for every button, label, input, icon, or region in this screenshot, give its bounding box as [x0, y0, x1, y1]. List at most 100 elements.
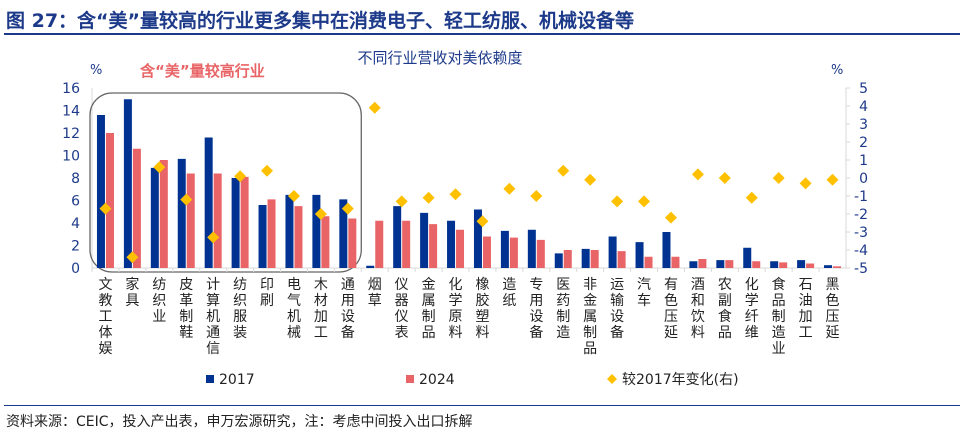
bar-2024 — [429, 224, 438, 268]
change-marker — [638, 195, 651, 208]
change-marker — [584, 173, 597, 186]
left-axis-tick-label: 6 — [71, 194, 80, 210]
left-axis-tick-label: 10 — [62, 149, 80, 165]
x-axis-category-label: 造纸 — [502, 277, 516, 309]
x-axis-category-label: 皮革制鞋 — [179, 277, 193, 341]
left-axis-tick-label: 12 — [62, 126, 80, 142]
x-axis-category-label: 木材加工 — [314, 277, 328, 341]
bar-2017 — [473, 209, 482, 268]
legend-label-2017: 2017 — [219, 372, 255, 388]
bar-2024 — [536, 239, 545, 268]
x-axis-category-label: 通用设备 — [341, 277, 355, 341]
bar-2024 — [752, 261, 761, 268]
bar-2017 — [204, 137, 213, 268]
right-axis-tick-label: -1 — [854, 189, 868, 205]
change-marker — [745, 191, 758, 204]
bar-2024 — [833, 266, 842, 268]
legend-label-change: 较2017年变化(右) — [622, 372, 739, 388]
change-marker — [341, 202, 354, 215]
x-axis-category-label: 石油加工 — [799, 277, 813, 341]
highlight-annotation: 含“美”量较高行业 — [140, 62, 265, 80]
left-axis-tick-label: 2 — [71, 239, 80, 255]
change-marker — [314, 208, 327, 220]
bar-2017 — [393, 206, 402, 268]
change-marker — [449, 188, 462, 201]
bar-2017 — [420, 212, 429, 268]
bar-2017 — [689, 261, 698, 268]
bar-2024 — [186, 173, 195, 268]
bar-2017 — [581, 248, 590, 268]
bar-2024 — [375, 220, 384, 268]
x-axis-category-label: 汽车 — [637, 277, 651, 309]
change-marker — [664, 211, 677, 224]
x-axis-category-label: 电气机械 — [287, 277, 301, 341]
bar-2017 — [500, 230, 509, 268]
change-marker — [368, 101, 381, 114]
x-axis-category-label: 文教工体娱 — [98, 277, 112, 357]
change-marker — [611, 195, 624, 208]
bar-2017 — [231, 178, 240, 268]
change-marker — [476, 215, 489, 228]
legend-swatch-2017 — [206, 375, 214, 383]
x-axis-category-label: 酒和饮料 — [691, 277, 705, 341]
chart-title: 不同行业营收对美依赖度 — [357, 49, 522, 67]
change-marker — [234, 170, 247, 183]
bar-2017 — [150, 167, 159, 268]
bar-2024 — [240, 176, 249, 268]
right-axis-tick-label: 0 — [859, 171, 868, 187]
x-axis-category-label: 金属制品 — [422, 277, 436, 341]
bar-2024 — [617, 251, 626, 268]
change-marker — [772, 172, 785, 184]
right-axis-tick-label: 5 — [859, 81, 868, 97]
bar-2017 — [662, 232, 671, 268]
change-marker — [99, 202, 112, 215]
bar-2024 — [348, 218, 357, 268]
x-axis-category-label: 食品制造业 — [772, 276, 786, 357]
right-axis-tick-label: -3 — [854, 225, 868, 241]
bar-2024 — [671, 256, 680, 268]
figure-title: 图 27：含“美”量较高的行业更多集中在消费电子、轻工纺服、机械设备等 — [6, 10, 635, 32]
bar-2024 — [402, 220, 411, 268]
bar-2017 — [366, 265, 375, 268]
footer-divider — [4, 405, 960, 406]
bar-2017 — [770, 261, 779, 268]
bar-2024 — [132, 148, 141, 268]
bar-2024 — [213, 173, 222, 268]
bar-2017 — [447, 220, 456, 268]
change-marker — [207, 231, 220, 244]
bar-2017 — [96, 115, 105, 268]
change-marker — [530, 190, 543, 202]
bar-2017 — [608, 236, 617, 268]
bar-2024 — [725, 260, 734, 268]
x-axis-category-label: 家具 — [125, 276, 139, 309]
x-axis-category-label: 烟草 — [368, 277, 382, 309]
bar-2024 — [806, 263, 815, 268]
bar-2017 — [258, 205, 267, 268]
left-axis-tick-label: 0 — [71, 261, 80, 277]
x-axis-category-label: 化学原料 — [449, 277, 463, 341]
change-marker — [826, 173, 839, 186]
bar-2024 — [698, 259, 707, 268]
right-axis-tick-label: 2 — [859, 135, 868, 151]
change-marker — [395, 195, 408, 208]
change-marker — [180, 193, 193, 206]
bar-2024 — [456, 229, 465, 268]
x-axis-category-label: 纺织业 — [152, 277, 166, 325]
bar-2024 — [267, 199, 276, 268]
x-axis-category-label: 运输设备 — [610, 277, 624, 341]
title-divider — [4, 33, 960, 35]
x-axis-category-label: 非金属制品 — [583, 277, 597, 357]
bar-2017 — [716, 260, 725, 268]
left-axis-unit: % — [90, 63, 102, 78]
legend-swatch-change — [607, 374, 617, 384]
bar-2017 — [312, 194, 321, 268]
right-axis-tick-label: -2 — [854, 207, 868, 223]
bar-2017 — [554, 253, 563, 268]
change-marker — [691, 168, 704, 181]
x-axis-category-label: 计算机通信 — [206, 277, 220, 357]
right-axis-tick-label: 1 — [859, 153, 868, 169]
left-axis-tick-label: 14 — [62, 104, 80, 120]
change-marker — [153, 161, 166, 174]
